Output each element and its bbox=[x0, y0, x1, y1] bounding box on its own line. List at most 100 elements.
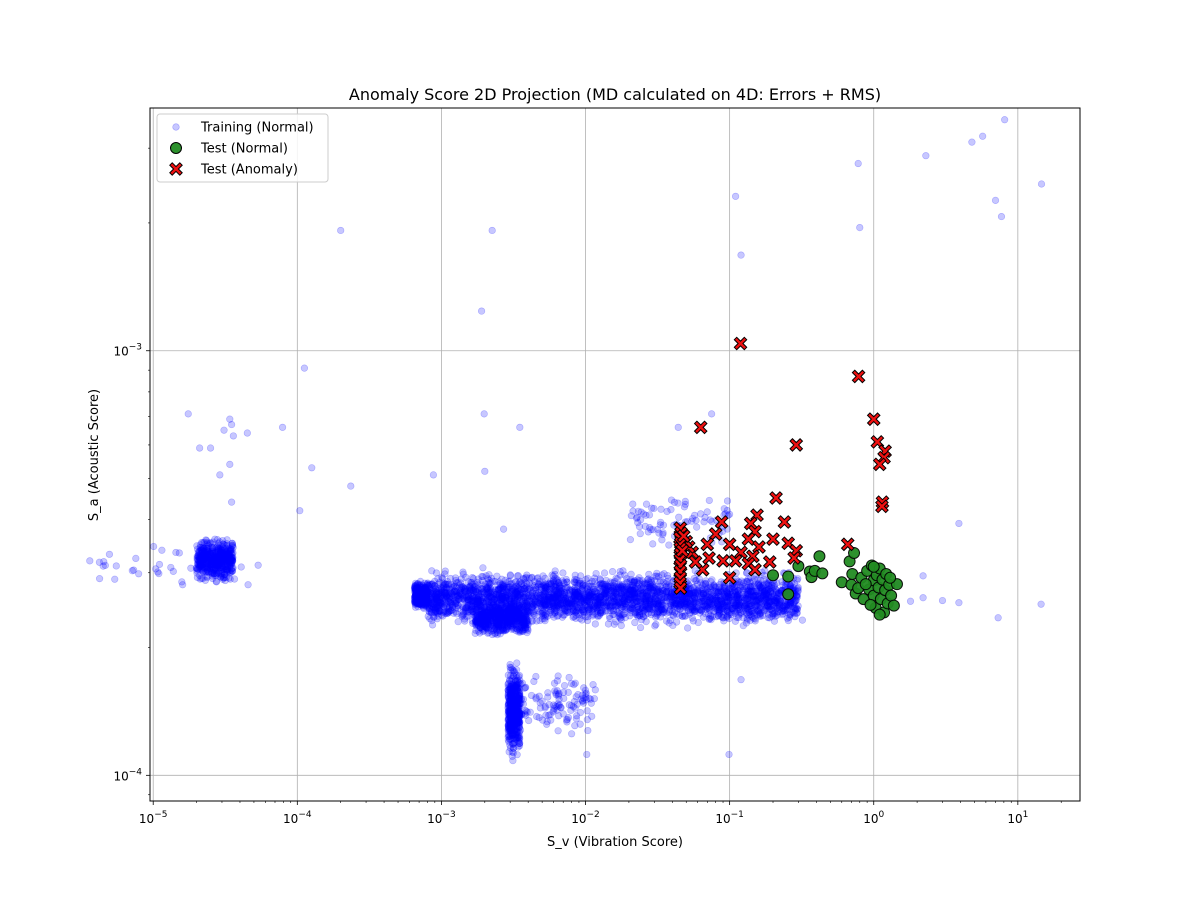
training-point bbox=[199, 545, 208, 554]
training-point bbox=[197, 559, 205, 568]
training-point bbox=[516, 726, 525, 734]
training-point bbox=[208, 546, 217, 554]
training-point bbox=[214, 559, 222, 567]
training-point bbox=[194, 548, 202, 556]
training-point bbox=[244, 581, 252, 589]
training-point bbox=[211, 559, 219, 567]
training-point bbox=[208, 547, 216, 556]
training-point bbox=[434, 593, 442, 602]
training-point bbox=[203, 572, 211, 580]
training-point bbox=[212, 556, 220, 564]
training-point bbox=[224, 567, 232, 575]
training-point bbox=[202, 550, 210, 558]
training-point bbox=[210, 570, 218, 578]
training-point bbox=[479, 564, 487, 572]
training-point bbox=[459, 608, 468, 616]
training-point bbox=[202, 554, 210, 562]
training-point bbox=[226, 560, 234, 568]
training-point bbox=[479, 588, 487, 596]
training-point bbox=[554, 672, 562, 680]
training-point bbox=[195, 559, 204, 567]
training-point bbox=[697, 589, 705, 597]
training-point bbox=[175, 549, 183, 557]
training-point bbox=[534, 582, 542, 590]
training-point bbox=[200, 554, 208, 562]
training-point bbox=[720, 587, 728, 595]
training-point bbox=[222, 560, 230, 568]
training-point bbox=[588, 712, 596, 720]
training-point bbox=[206, 561, 214, 569]
training-point bbox=[483, 615, 491, 624]
training-point bbox=[208, 549, 216, 557]
training-point bbox=[567, 679, 576, 688]
training-point bbox=[196, 541, 204, 549]
training-point bbox=[217, 569, 226, 578]
training-point bbox=[221, 550, 230, 559]
training-point bbox=[228, 567, 236, 575]
training-point bbox=[221, 556, 229, 565]
training-point bbox=[132, 554, 140, 563]
training-point bbox=[215, 560, 223, 568]
training-point bbox=[158, 546, 166, 554]
training-point bbox=[766, 598, 774, 606]
training-point bbox=[214, 544, 222, 552]
training-point bbox=[217, 546, 225, 554]
training-point bbox=[200, 556, 209, 564]
training-point bbox=[215, 545, 223, 553]
training-point bbox=[618, 584, 626, 593]
training-point bbox=[723, 612, 732, 620]
training-point bbox=[219, 537, 227, 545]
training-point bbox=[520, 684, 528, 692]
training-point bbox=[222, 558, 230, 566]
training-point bbox=[209, 544, 217, 552]
training-point bbox=[210, 554, 219, 563]
training-point bbox=[197, 560, 205, 569]
training-point bbox=[212, 578, 221, 586]
training-point bbox=[582, 575, 590, 584]
training-point bbox=[217, 552, 226, 560]
training-point bbox=[222, 542, 230, 550]
training-point bbox=[194, 560, 202, 568]
training-point bbox=[217, 571, 225, 579]
training-point bbox=[228, 557, 236, 565]
training-point bbox=[625, 605, 633, 613]
training-point bbox=[705, 593, 714, 601]
training-point bbox=[179, 581, 187, 589]
training-point bbox=[216, 549, 224, 557]
training-point bbox=[203, 554, 211, 562]
training-point bbox=[210, 561, 218, 569]
training-point bbox=[228, 539, 236, 547]
training-point bbox=[224, 565, 232, 573]
training-point bbox=[193, 545, 202, 553]
training-point bbox=[491, 624, 500, 632]
training-point bbox=[214, 560, 223, 568]
training-point bbox=[197, 559, 205, 567]
training-point bbox=[212, 548, 220, 556]
training-point bbox=[214, 544, 222, 552]
training-point bbox=[525, 716, 533, 725]
training-point bbox=[221, 571, 229, 579]
training-point bbox=[582, 582, 590, 590]
training-point bbox=[216, 538, 224, 546]
training-point bbox=[414, 597, 422, 606]
training-point bbox=[644, 594, 652, 602]
training-point bbox=[660, 570, 668, 578]
training-point bbox=[516, 617, 525, 625]
training-point bbox=[754, 575, 762, 583]
training-point bbox=[201, 547, 209, 556]
training-point bbox=[135, 570, 143, 578]
training-point bbox=[636, 623, 645, 632]
training-point bbox=[193, 565, 201, 573]
training-point bbox=[193, 554, 201, 562]
training-point bbox=[614, 575, 622, 583]
training-point bbox=[200, 544, 208, 552]
training-point bbox=[555, 712, 563, 720]
training-point bbox=[193, 573, 201, 582]
training-point bbox=[615, 612, 623, 620]
training-point bbox=[570, 599, 578, 608]
training-point bbox=[208, 547, 216, 555]
training-point bbox=[197, 539, 206, 547]
training-point bbox=[228, 560, 236, 569]
training-point bbox=[785, 602, 793, 610]
training-point bbox=[536, 699, 544, 707]
